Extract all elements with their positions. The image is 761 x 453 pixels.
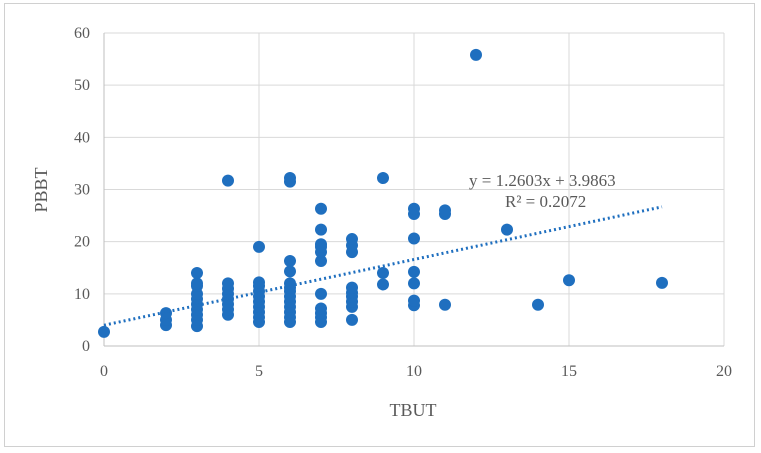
x-axis-title: TBUT — [390, 400, 437, 420]
data-point — [439, 298, 451, 311]
x-tick-label: 10 — [406, 363, 422, 380]
data-point — [377, 172, 389, 185]
data-point — [222, 174, 234, 187]
data-point — [284, 265, 296, 278]
trendline-group — [103, 205, 663, 327]
data-point — [160, 307, 172, 320]
data-point — [315, 238, 327, 251]
y-tick-label: 60 — [74, 25, 90, 42]
data-point — [253, 240, 265, 253]
tick-labels: 0 10 20 30 40 50 60 0 5 10 15 20 — [74, 25, 732, 380]
data-point — [377, 266, 389, 279]
data-point — [532, 298, 544, 311]
x-tick-label: 0 — [100, 363, 108, 380]
gridlines — [104, 32, 725, 346]
data-points — [98, 48, 668, 338]
data-point — [284, 172, 296, 185]
scatter-chart: 0 10 20 30 40 50 60 0 5 10 15 20 y = 1.2603x + 3.98… — [31, 25, 732, 420]
data-point — [315, 202, 327, 215]
data-point — [408, 232, 420, 245]
data-point — [346, 233, 358, 246]
data-point — [377, 278, 389, 291]
data-point — [346, 313, 358, 326]
trendline-equation: y = 1.2603x + 3.9863 — [469, 171, 616, 190]
trendline-r-squared: R² = 0.2072 — [505, 192, 586, 211]
chart-frame: 0 10 20 30 40 50 60 0 5 10 15 20 y = 1.2603x + 3.98… — [4, 3, 755, 447]
y-tick-label: 30 — [74, 182, 90, 199]
x-tick-label: 20 — [716, 363, 732, 380]
data-point — [191, 277, 203, 290]
data-point — [191, 266, 203, 279]
y-axis-title: PBBT — [31, 167, 51, 212]
data-point — [501, 223, 513, 236]
data-point — [470, 48, 482, 61]
data-point — [253, 276, 265, 289]
data-point — [222, 277, 234, 290]
data-point — [98, 325, 110, 338]
x-tick-label: 15 — [561, 363, 577, 380]
data-point — [408, 294, 420, 307]
data-point — [408, 265, 420, 278]
data-point — [315, 254, 327, 267]
trendline — [103, 205, 663, 327]
data-point — [284, 277, 296, 290]
data-point — [315, 287, 327, 300]
y-tick-label: 50 — [74, 77, 90, 94]
data-point — [315, 223, 327, 236]
x-tick-label: 5 — [255, 363, 263, 380]
y-tick-label: 0 — [82, 338, 90, 355]
data-point — [284, 254, 296, 267]
y-tick-label: 10 — [74, 286, 90, 303]
data-point — [315, 302, 327, 315]
data-point — [346, 281, 358, 294]
data-point — [408, 202, 420, 215]
y-tick-label: 40 — [74, 129, 90, 146]
axes — [103, 33, 724, 347]
data-point — [408, 277, 420, 290]
data-point — [563, 274, 575, 287]
y-tick-label: 20 — [74, 234, 90, 251]
data-point — [439, 204, 451, 217]
data-point — [656, 276, 668, 289]
